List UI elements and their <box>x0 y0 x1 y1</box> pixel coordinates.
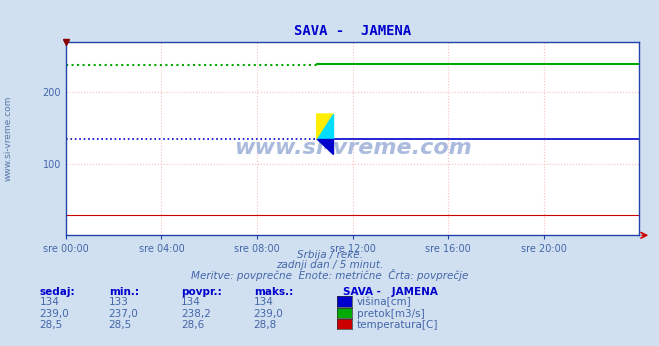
Text: Meritve: povprečne  Enote: metrične  Črta: povprečje: Meritve: povprečne Enote: metrične Črta:… <box>191 268 468 281</box>
Text: 134: 134 <box>40 297 59 307</box>
Text: 238,2: 238,2 <box>181 309 211 319</box>
Polygon shape <box>317 139 333 154</box>
Text: povpr.:: povpr.: <box>181 287 222 297</box>
Text: pretok[m3/s]: pretok[m3/s] <box>357 309 425 319</box>
Text: 239,0: 239,0 <box>254 309 283 319</box>
Text: www.si-vreme.com: www.si-vreme.com <box>4 96 13 181</box>
Text: 28,6: 28,6 <box>181 320 204 330</box>
Text: 133: 133 <box>109 297 129 307</box>
Text: maks.:: maks.: <box>254 287 293 297</box>
Text: SAVA -   JAMENA: SAVA - JAMENA <box>343 287 438 297</box>
Text: 134: 134 <box>254 297 273 307</box>
Title: SAVA -  JAMENA: SAVA - JAMENA <box>294 24 411 38</box>
Text: 28,5: 28,5 <box>40 320 63 330</box>
Text: 134: 134 <box>181 297 201 307</box>
Text: Srbija / reke.: Srbija / reke. <box>297 250 362 260</box>
Text: 28,8: 28,8 <box>254 320 277 330</box>
Text: 239,0: 239,0 <box>40 309 69 319</box>
Text: 28,5: 28,5 <box>109 320 132 330</box>
Text: 237,0: 237,0 <box>109 309 138 319</box>
Text: www.si-vreme.com: www.si-vreme.com <box>234 138 471 158</box>
Text: zadnji dan / 5 minut.: zadnji dan / 5 minut. <box>276 260 383 270</box>
Polygon shape <box>317 114 333 139</box>
Text: višina[cm]: višina[cm] <box>357 297 412 307</box>
Text: sedaj:: sedaj: <box>40 287 75 297</box>
Text: temperatura[C]: temperatura[C] <box>357 320 439 330</box>
Polygon shape <box>317 114 333 139</box>
Text: min.:: min.: <box>109 287 139 297</box>
